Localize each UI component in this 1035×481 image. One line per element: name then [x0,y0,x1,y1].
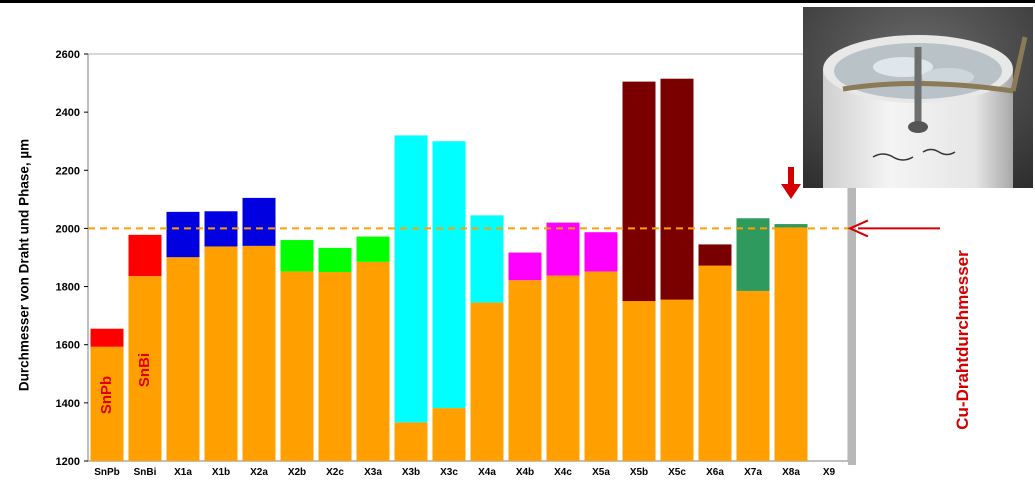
x-tick-label-X1b: X1b [212,467,230,478]
bar-base-X2c [318,272,352,461]
y-tick-label-2200: 2200 [56,165,80,177]
bar-label-SnBi: SnBi [136,353,153,387]
y-axis-label: Durchmesser von Draht und Phase, µm [16,138,32,392]
bar-top-X6a [698,244,732,266]
bar-base-X3b [394,422,428,461]
bar-top-X3c [432,141,466,409]
down-arrow-head [781,184,801,199]
y-tick-label-1600: 1600 [56,340,80,352]
bar-base-SnBi [128,276,162,461]
bar-top-X1a [166,211,200,258]
bar-base-X4b [508,280,542,461]
x-tick-label-X5a: X5a [592,467,610,478]
plot-area [87,53,849,462]
bar-top-X5c [660,78,694,300]
x-tick-label-SnBi: SnBi [134,467,157,478]
bar-base-X2b [280,271,314,461]
bar-base-X3c [432,408,466,461]
bar-base-X3a [356,261,390,461]
x-tick-label-X8a: X8a [782,467,800,478]
bar-base-X5b [622,301,656,461]
x-tick-label-X5c: X5c [668,467,686,478]
solder-cup-photo-icon [803,7,1033,188]
x-tick-label-X4c: X4c [554,467,572,478]
x-tick-label-SnPb: SnPb [94,467,120,478]
x-ticks: SnPb SnBi X1a X1b X2a X2b X2c X3a X3b X3c X4a X4b X4… [94,467,835,478]
x-tick-label-X7a: X7a [744,467,762,478]
bar-base-X1b [204,246,238,461]
plot-shadow-right [848,58,856,465]
bar-top-X4a [470,215,504,303]
bar-base-X8a [774,227,808,461]
bar-top-X4c [546,222,580,276]
bar-base-X5c [660,299,694,461]
bar-top-SnBi [128,234,162,277]
y-tick-label-2600: 2600 [56,49,80,61]
x-tick-label-X9: X9 [823,467,836,478]
x-tick-label-X2c: X2c [326,467,344,478]
bar-base-X1a [166,257,200,461]
x-tick-label-X2b: X2b [288,467,306,478]
bar-top-X8a [774,224,808,228]
top-rule [0,0,1035,3]
bar-label-SnPb: SnPb [98,376,115,414]
bars [90,78,808,461]
ref-arrow-head [847,219,869,238]
x-tick-label-X3c: X3c [440,467,458,478]
bar-top-X2a [242,197,276,246]
x-tick-label-X3a: X3a [364,467,382,478]
bar-base-X7a [736,290,770,461]
y-ticks: 1200 1400 1600 1800 2000 2200 2400 2600 [56,49,88,468]
bar-labels: SnPb SnBi [98,353,153,414]
cu-diameter-annotation: Cu-Drahtdurchmesser [953,250,972,430]
x-tick-label-X6a: X6a [706,467,724,478]
arrows [781,167,940,238]
x-tick-label-X2a: X2a [250,467,268,478]
bar-top-X2c [318,247,352,273]
bar-top-X3b [394,135,428,423]
y-tick-label-2000: 2000 [56,223,80,235]
bar-top-X3a [356,236,390,262]
bar-top-X5b [622,81,656,302]
bar-base-X2a [242,245,276,461]
bar-top-X5a [584,232,618,272]
bar-top-X4b [508,252,542,281]
bar-top-X7a [736,218,770,291]
y-tick-label-1400: 1400 [56,398,80,410]
x-tick-label-X4a: X4a [478,467,496,478]
x-tick-label-X3b: X3b [402,467,420,478]
bar-base-X5a [584,271,618,461]
bar-top-SnPb [90,328,124,347]
x-tick-label-X1a: X1a [174,467,192,478]
x-tick-label-X5b: X5b [630,467,648,478]
bar-base-X4c [546,275,580,461]
y-tick-label-2400: 2400 [56,107,80,119]
x-tick-label-X4b: X4b [516,467,534,478]
bar-base-X6a [698,265,732,461]
y-tick-label-1800: 1800 [56,282,80,294]
bar-top-X2b [280,240,314,272]
bar-base-SnPb [90,346,124,461]
down-arrow-shaft [788,167,794,185]
y-tick-label-1200: 1200 [56,456,80,468]
bar-base-X4a [470,302,504,461]
